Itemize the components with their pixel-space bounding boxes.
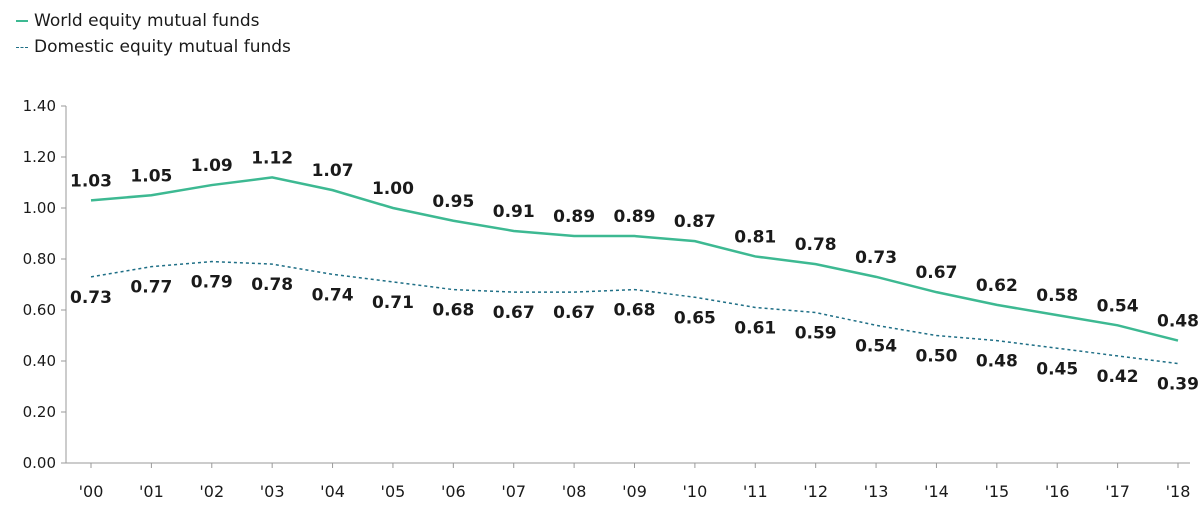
data-label-world: 0.54 bbox=[1097, 296, 1139, 316]
data-label-world: 0.87 bbox=[674, 212, 716, 232]
data-label-domestic: 0.78 bbox=[251, 275, 293, 295]
data-label-domestic: 0.67 bbox=[493, 303, 535, 323]
data-label-world: 1.07 bbox=[312, 161, 354, 181]
x-tick-label: '15 bbox=[984, 482, 1009, 501]
data-label-domestic: 0.79 bbox=[191, 273, 233, 293]
legend-item-world: World equity mutual funds bbox=[16, 8, 291, 34]
data-label-domestic: 0.68 bbox=[432, 301, 474, 321]
data-label-world: 0.62 bbox=[976, 276, 1018, 296]
data-label-world: 1.12 bbox=[251, 148, 293, 168]
y-tick-label: 0.60 bbox=[23, 301, 56, 319]
x-tick-label: '13 bbox=[864, 482, 889, 501]
y-tick-label: 0.80 bbox=[23, 250, 56, 268]
data-label-domestic: 0.61 bbox=[734, 318, 776, 338]
y-tick-label: 0.00 bbox=[23, 454, 56, 472]
data-label-world: 0.78 bbox=[795, 235, 837, 255]
data-label-world: 0.58 bbox=[1036, 286, 1078, 306]
y-tick-label: 1.00 bbox=[23, 199, 56, 217]
y-tick-label: 1.40 bbox=[23, 97, 56, 115]
data-label-world: 0.95 bbox=[432, 192, 474, 212]
data-label-world: 0.73 bbox=[855, 248, 897, 268]
data-label-world: 0.67 bbox=[915, 263, 957, 283]
x-tick-label: '18 bbox=[1166, 482, 1191, 501]
x-tick-label: '07 bbox=[501, 482, 526, 501]
data-label-world: 1.05 bbox=[130, 166, 172, 186]
x-tick-label: '08 bbox=[562, 482, 587, 501]
data-label-world: 0.89 bbox=[614, 207, 656, 227]
x-tick-label: '17 bbox=[1105, 482, 1130, 501]
x-tick-label: '10 bbox=[683, 482, 708, 501]
data-label-domestic: 0.45 bbox=[1036, 359, 1078, 379]
data-label-world: 0.81 bbox=[734, 227, 776, 247]
x-tick-label: '03 bbox=[260, 482, 285, 501]
data-label-domestic: 0.67 bbox=[553, 303, 595, 323]
series-line-domestic bbox=[90, 260, 1179, 365]
x-tick-label: '16 bbox=[1045, 482, 1070, 501]
x-tick-label: '12 bbox=[803, 482, 828, 501]
data-label-world: 0.48 bbox=[1157, 312, 1199, 332]
data-label-domestic: 0.73 bbox=[70, 288, 112, 308]
data-label-domestic: 0.39 bbox=[1157, 375, 1199, 395]
x-tick-label: '00 bbox=[79, 482, 104, 501]
data-label-domestic: 0.68 bbox=[614, 301, 656, 321]
x-tick-label: '04 bbox=[320, 482, 345, 501]
data-label-world: 1.09 bbox=[191, 156, 233, 176]
data-label-domestic: 0.71 bbox=[372, 293, 414, 313]
data-label-domestic: 0.50 bbox=[915, 347, 957, 367]
data-label-domestic: 0.54 bbox=[855, 336, 897, 356]
data-label-domestic: 0.77 bbox=[130, 278, 172, 298]
x-tick-label: '11 bbox=[743, 482, 768, 501]
x-tick-label: '02 bbox=[199, 482, 224, 501]
legend-label-domestic: Domestic equity mutual funds bbox=[34, 37, 291, 57]
x-tick-label: '09 bbox=[622, 482, 647, 501]
data-label-domestic: 0.65 bbox=[674, 308, 716, 328]
legend-label-world: World equity mutual funds bbox=[34, 11, 260, 31]
series-line-world bbox=[90, 176, 1179, 342]
y-tick-label: 0.40 bbox=[23, 352, 56, 370]
data-label-world: 1.03 bbox=[70, 171, 112, 191]
data-label-world: 0.89 bbox=[553, 207, 595, 227]
data-label-domestic: 0.59 bbox=[795, 324, 837, 344]
y-tick-label: 0.20 bbox=[23, 403, 56, 421]
legend-swatch-domestic bbox=[16, 46, 28, 48]
data-label-world: 1.00 bbox=[372, 179, 414, 199]
data-label-domestic: 0.48 bbox=[976, 352, 1018, 372]
x-tick-label: '06 bbox=[441, 482, 466, 501]
x-tick-label: '14 bbox=[924, 482, 949, 501]
data-label-world: 0.91 bbox=[493, 202, 535, 222]
data-label-domestic: 0.74 bbox=[312, 285, 354, 305]
legend-swatch-world bbox=[16, 20, 28, 22]
y-tick-label: 1.20 bbox=[23, 148, 56, 166]
x-tick-label: '05 bbox=[381, 482, 406, 501]
legend-item-domestic: Domestic equity mutual funds bbox=[16, 34, 291, 60]
legend: World equity mutual funds Domestic equit… bbox=[16, 8, 291, 60]
data-label-domestic: 0.42 bbox=[1097, 367, 1139, 387]
x-tick-label: '01 bbox=[139, 482, 164, 501]
